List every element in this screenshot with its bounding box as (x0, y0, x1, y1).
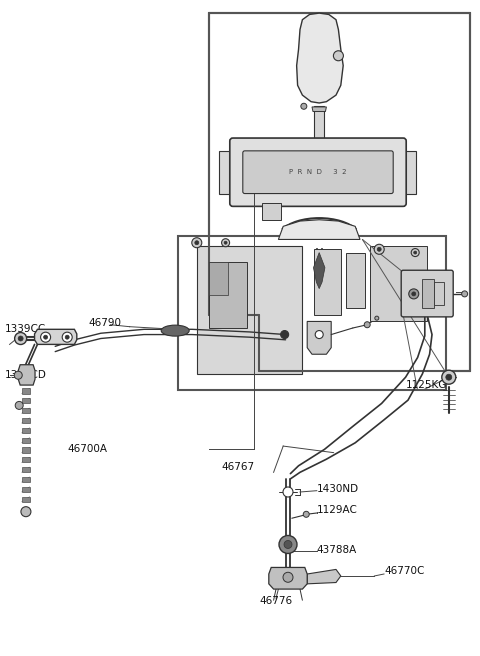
Text: 43788A: 43788A (317, 544, 357, 555)
Circle shape (44, 335, 48, 339)
Bar (314, 106, 324, 142)
Polygon shape (22, 447, 30, 453)
Bar (197, 246, 302, 374)
Bar (314, 249, 341, 315)
Polygon shape (262, 203, 281, 220)
Text: 1339CC: 1339CC (5, 324, 46, 335)
Polygon shape (312, 107, 326, 112)
Polygon shape (22, 477, 30, 482)
Circle shape (377, 247, 381, 251)
Circle shape (283, 572, 293, 583)
Text: 46790: 46790 (89, 318, 122, 329)
Polygon shape (22, 497, 30, 502)
Polygon shape (22, 428, 30, 433)
Text: 1129AC: 1129AC (317, 505, 358, 516)
Circle shape (301, 103, 307, 110)
Circle shape (15, 401, 23, 409)
Circle shape (283, 487, 293, 497)
Text: 46776: 46776 (259, 596, 292, 606)
Circle shape (14, 333, 27, 344)
Bar (209, 13, 470, 371)
FancyBboxPatch shape (401, 270, 453, 317)
Bar (422, 279, 434, 308)
Circle shape (442, 370, 456, 384)
Ellipse shape (161, 325, 189, 336)
Circle shape (446, 374, 452, 380)
Text: P  R  N  D     3  2: P R N D 3 2 (289, 169, 347, 175)
Polygon shape (22, 438, 30, 443)
Polygon shape (18, 365, 35, 385)
Text: 46770C: 46770C (384, 565, 424, 576)
Bar (434, 282, 444, 305)
Circle shape (334, 51, 343, 61)
Bar (402, 151, 416, 194)
Bar (209, 262, 247, 328)
Circle shape (18, 336, 23, 341)
Text: 46700A: 46700A (67, 444, 107, 455)
Bar (209, 262, 228, 295)
Polygon shape (22, 467, 30, 472)
Circle shape (192, 237, 202, 248)
Bar (219, 151, 234, 194)
Circle shape (374, 244, 384, 255)
Text: 43777B: 43777B (412, 290, 452, 300)
Polygon shape (22, 388, 30, 394)
Polygon shape (269, 567, 307, 589)
Circle shape (21, 506, 31, 517)
Circle shape (41, 332, 50, 342)
Text: 1125KG: 1125KG (406, 380, 447, 390)
Circle shape (375, 316, 379, 320)
Circle shape (412, 292, 416, 296)
Circle shape (281, 331, 288, 338)
FancyBboxPatch shape (230, 138, 406, 207)
Circle shape (65, 335, 69, 339)
Polygon shape (35, 329, 77, 344)
Circle shape (411, 249, 419, 256)
Circle shape (315, 331, 323, 338)
Circle shape (279, 535, 297, 554)
Bar (346, 253, 365, 308)
Text: 46767: 46767 (222, 462, 255, 472)
Polygon shape (307, 569, 341, 584)
Circle shape (224, 241, 227, 244)
Text: 1430ND: 1430ND (317, 483, 359, 494)
Circle shape (14, 371, 22, 379)
Polygon shape (22, 418, 30, 423)
Polygon shape (313, 253, 325, 289)
Bar (178, 236, 446, 390)
Bar (370, 246, 427, 321)
Polygon shape (22, 487, 30, 492)
Polygon shape (307, 321, 331, 354)
Circle shape (303, 511, 309, 518)
Polygon shape (22, 398, 30, 403)
Circle shape (284, 541, 292, 548)
Circle shape (62, 332, 72, 342)
Polygon shape (297, 13, 343, 103)
Polygon shape (22, 457, 30, 462)
Polygon shape (278, 220, 360, 239)
Circle shape (364, 321, 370, 328)
Circle shape (222, 239, 229, 247)
Circle shape (462, 291, 468, 297)
FancyBboxPatch shape (243, 151, 393, 194)
Circle shape (414, 251, 417, 254)
Circle shape (195, 241, 199, 245)
Circle shape (409, 289, 419, 299)
Polygon shape (22, 408, 30, 413)
Text: 1339CD: 1339CD (5, 370, 47, 380)
